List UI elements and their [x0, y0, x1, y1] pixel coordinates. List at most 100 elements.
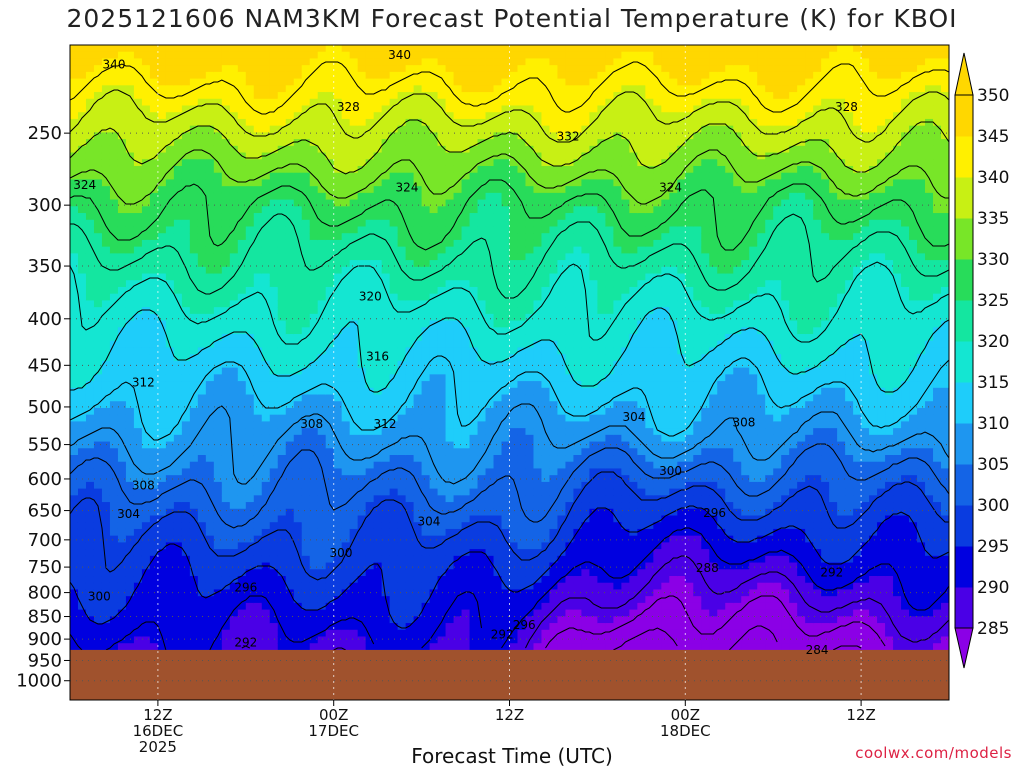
theta-cell	[301, 555, 311, 564]
theta-cell	[117, 172, 127, 181]
theta-cell	[189, 179, 199, 187]
theta-cell	[309, 515, 319, 523]
theta-cell	[70, 253, 79, 261]
theta-cell	[493, 596, 503, 604]
theta-cell	[173, 199, 183, 207]
theta-cell	[229, 213, 239, 221]
theta-cell	[141, 522, 151, 530]
theta-cell	[165, 340, 175, 349]
theta-cell	[245, 414, 255, 422]
theta-cell	[493, 495, 503, 503]
theta-cell	[341, 542, 351, 550]
theta-cell	[325, 327, 335, 335]
theta-cell	[141, 327, 151, 335]
theta-cell	[117, 293, 127, 302]
theta-cell	[133, 293, 143, 302]
theta-cell	[141, 92, 151, 100]
theta-cell	[197, 636, 207, 644]
theta-cell	[453, 186, 463, 194]
theta-cell	[509, 280, 519, 288]
theta-cell	[277, 125, 287, 133]
theta-cell	[245, 327, 255, 335]
theta-cell	[429, 582, 439, 591]
theta-cell	[165, 206, 175, 214]
theta-cell	[389, 354, 399, 362]
theta-cell	[221, 206, 231, 214]
theta-cell	[285, 401, 295, 409]
theta-cell	[413, 354, 423, 362]
theta-cell	[213, 273, 223, 281]
theta-cell	[421, 179, 431, 187]
theta-cell	[365, 92, 375, 100]
theta-cell	[101, 71, 111, 80]
theta-cell	[485, 488, 495, 496]
theta-cell	[189, 434, 199, 443]
theta-cell	[181, 152, 191, 160]
theta-cell	[229, 555, 239, 564]
theta-cell	[477, 347, 487, 355]
theta-cell	[221, 414, 231, 422]
theta-cell	[373, 280, 383, 288]
theta-cell	[141, 233, 151, 241]
theta-cell	[477, 387, 487, 396]
theta-cell	[397, 387, 407, 396]
theta-cell	[101, 165, 111, 174]
theta-cell	[413, 428, 423, 436]
theta-cell	[333, 461, 343, 470]
theta-cell	[349, 488, 359, 496]
theta-cell	[461, 139, 471, 147]
theta-cell	[413, 387, 423, 396]
theta-cell	[413, 347, 423, 355]
theta-cell	[77, 334, 87, 342]
theta-cell	[157, 347, 167, 355]
theta-cell	[197, 98, 207, 107]
theta-cell	[173, 71, 183, 80]
theta-cell	[85, 192, 95, 201]
theta-cell	[173, 381, 183, 389]
theta-cell	[309, 609, 319, 617]
theta-cell	[437, 219, 447, 228]
theta-cell	[437, 340, 447, 349]
theta-cell	[405, 481, 415, 490]
theta-cell	[133, 192, 143, 201]
theta-cell	[269, 152, 279, 160]
theta-cell	[405, 528, 415, 537]
theta-cell	[437, 508, 447, 517]
theta-cell	[229, 414, 239, 422]
theta-cell	[205, 85, 215, 93]
theta-cell	[197, 602, 207, 611]
theta-cell	[101, 65, 111, 73]
theta-cell	[349, 623, 359, 631]
theta-cell	[477, 602, 487, 611]
theta-cell	[437, 172, 447, 181]
theta-cell	[477, 192, 487, 201]
theta-cell	[469, 535, 479, 543]
theta-cell	[253, 616, 263, 624]
theta-cell	[493, 58, 503, 66]
theta-cell	[189, 172, 199, 181]
theta-cell	[189, 293, 199, 302]
theta-cell	[413, 455, 423, 463]
theta-cell	[245, 92, 255, 100]
theta-cell	[397, 300, 407, 308]
theta-cell	[93, 387, 103, 396]
theta-cell	[285, 367, 295, 375]
theta-cell	[229, 307, 239, 315]
theta-cell	[293, 407, 303, 416]
theta-cell	[493, 139, 503, 147]
theta-cell	[357, 112, 367, 120]
theta-cell	[421, 394, 431, 402]
theta-cell	[453, 381, 463, 389]
theta-cell	[221, 421, 231, 429]
theta-cell	[421, 428, 431, 436]
theta-cell	[261, 226, 271, 234]
theta-cell	[501, 576, 511, 584]
theta-cell	[317, 58, 327, 66]
theta-cell	[365, 569, 375, 577]
theta-cell	[421, 65, 431, 73]
theta-cell	[341, 347, 351, 355]
theta-cell	[261, 347, 271, 355]
theta-cell	[341, 71, 351, 80]
theta-cell	[85, 407, 95, 416]
theta-cell	[317, 327, 327, 335]
